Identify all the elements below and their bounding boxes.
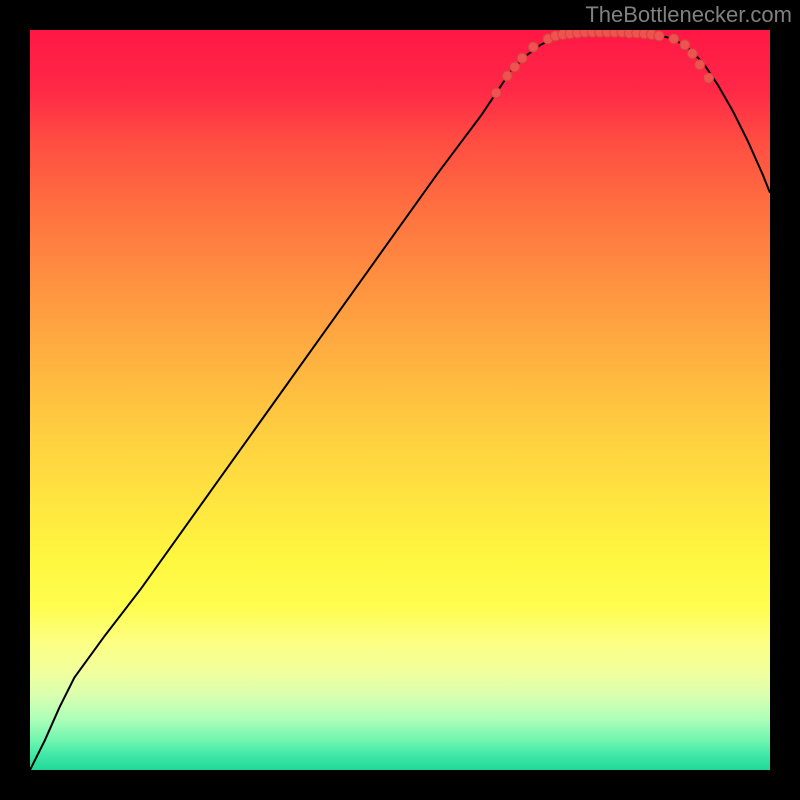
data-marker: [654, 31, 664, 41]
data-marker: [669, 34, 679, 44]
chart-plot-area: [30, 30, 770, 770]
data-marker: [680, 40, 690, 50]
watermark-text: TheBottlenecker.com: [585, 2, 792, 28]
data-marker: [695, 60, 705, 70]
data-marker: [528, 42, 538, 52]
data-marker: [517, 53, 527, 63]
data-markers: [491, 30, 713, 98]
main-curve: [30, 32, 770, 770]
data-marker: [510, 62, 520, 72]
data-marker: [502, 71, 512, 81]
data-marker: [491, 88, 501, 98]
data-marker: [704, 73, 714, 83]
curve-overlay: [30, 30, 770, 770]
data-marker: [687, 49, 697, 59]
